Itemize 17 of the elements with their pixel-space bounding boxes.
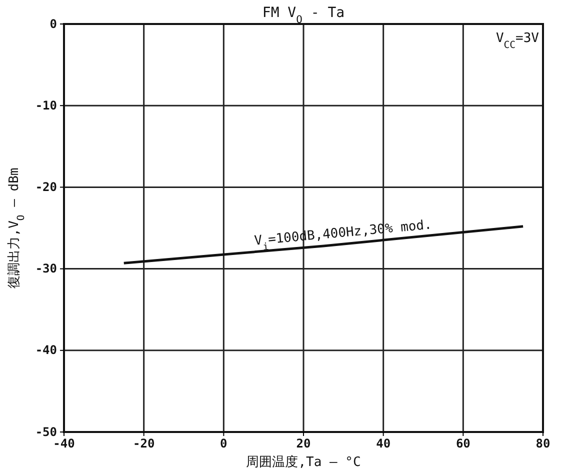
text: V$_{i}$=100dB,400Hz,30% mod. bbox=[254, 218, 432, 253]
x-tick-label: 0 bbox=[220, 436, 228, 451]
x-tick-label: -20 bbox=[132, 436, 155, 451]
x-axis-title: 周囲温度,Ta — °C bbox=[246, 454, 361, 470]
x-tick-label: 40 bbox=[376, 436, 391, 451]
y-tick-label: 0 bbox=[50, 16, 57, 31]
y-tick-label: -10 bbox=[35, 98, 57, 112]
x-tick-label: -40 bbox=[53, 436, 75, 451]
x-tick-label: 20 bbox=[296, 436, 311, 451]
y-tick-label: -30 bbox=[35, 262, 57, 276]
x-tick-label: 60 bbox=[456, 436, 470, 451]
y-tick-label: -40 bbox=[35, 343, 57, 358]
y-tick-label: -20 bbox=[35, 180, 57, 194]
chart-title: FM V$_{O}$ - Ta bbox=[262, 5, 345, 26]
annotation: V$_{CC}$=3V bbox=[496, 31, 540, 50]
y-tick-label: -50 bbox=[35, 424, 57, 439]
x-tick-label: 80 bbox=[536, 436, 550, 451]
